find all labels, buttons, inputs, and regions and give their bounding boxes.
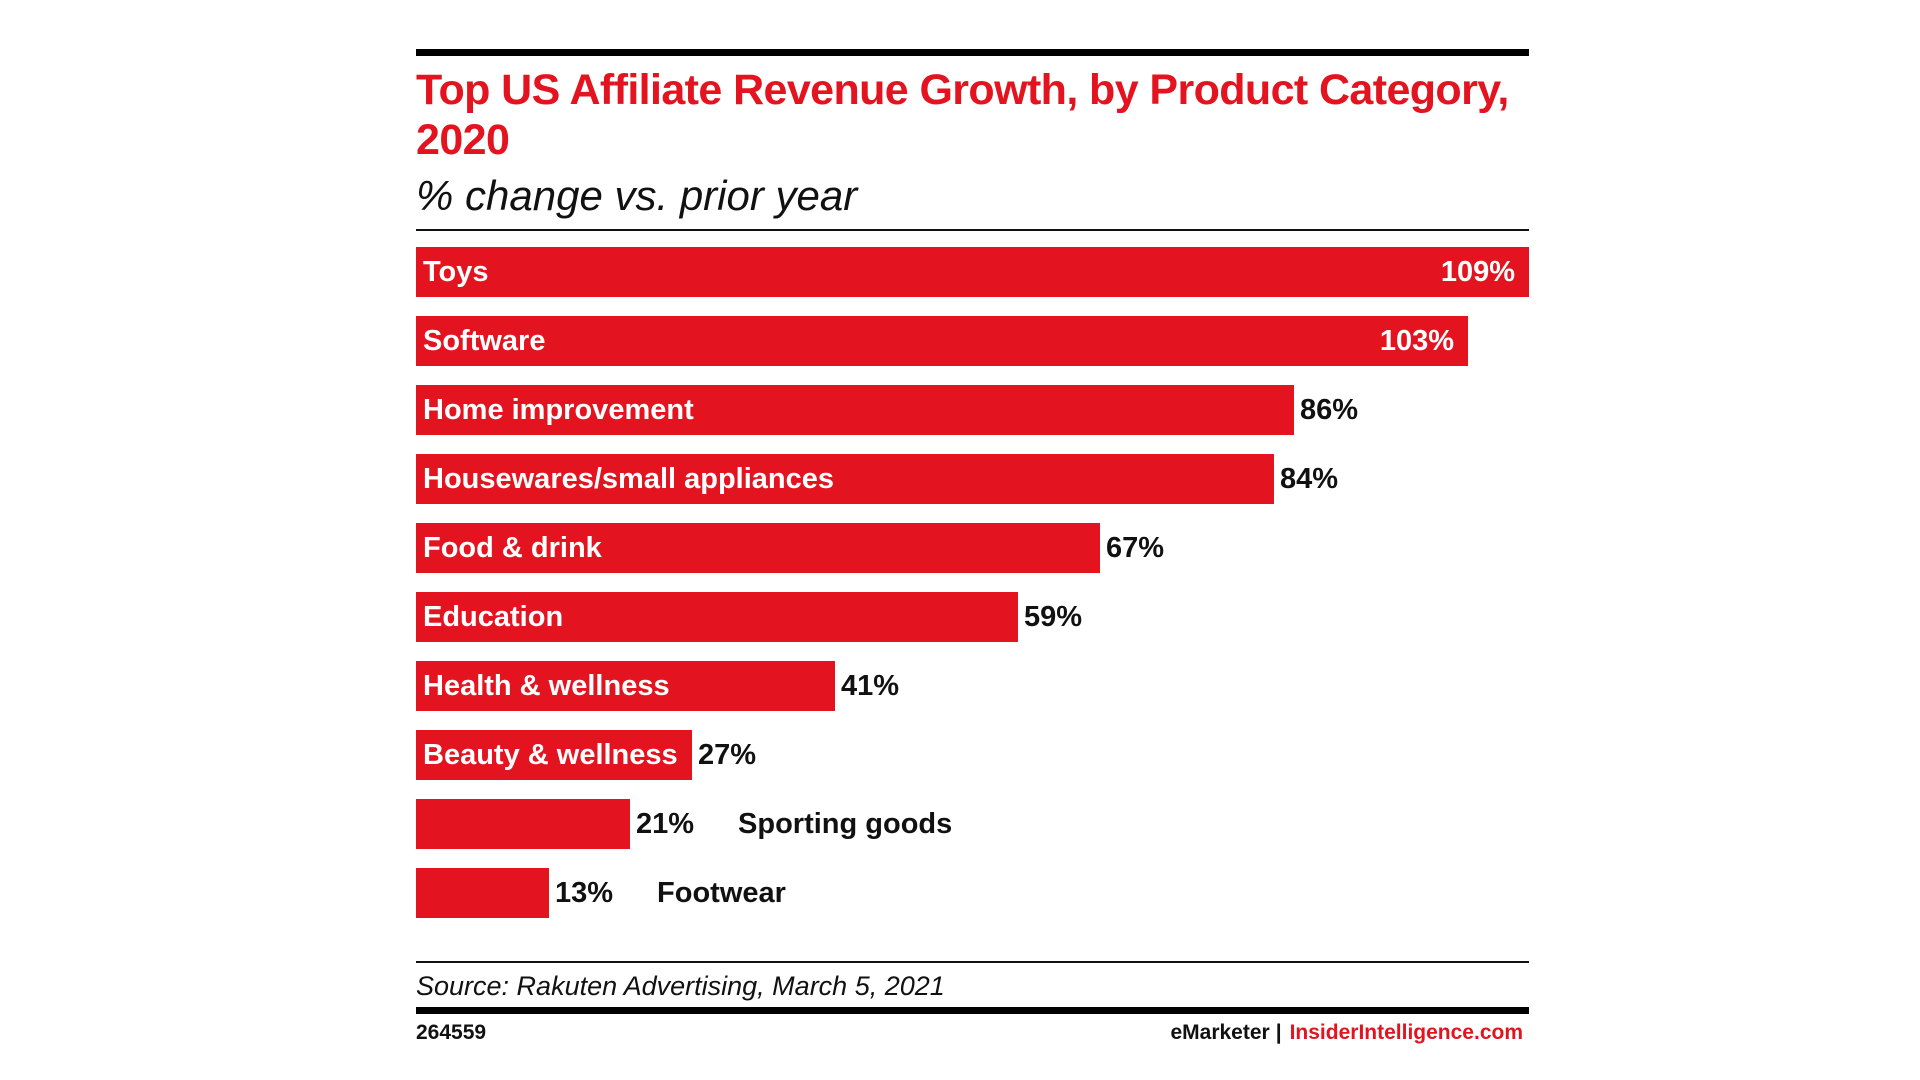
source-note: Source: Rakuten Advertising, March 5, 20… bbox=[416, 971, 945, 1001]
category-label: Beauty & wellness bbox=[423, 739, 678, 771]
value-label: 59% bbox=[1024, 601, 1083, 633]
bar-row: Education 59% bbox=[416, 592, 1529, 642]
bar-row: Housewares/small appliances 84% bbox=[416, 454, 1529, 504]
bar bbox=[416, 385, 1294, 435]
bar-row: 13% Footwear bbox=[416, 868, 1529, 918]
value-label: 86% bbox=[1300, 394, 1359, 426]
bar bbox=[416, 661, 835, 711]
category-label: Software bbox=[423, 325, 546, 357]
value-label: 84% bbox=[1280, 463, 1339, 495]
chart-title: Top US Affiliate Revenue Growth, by Prod… bbox=[416, 66, 1509, 164]
bar bbox=[416, 799, 630, 849]
chart-card: Top US Affiliate Revenue Growth, by Prod… bbox=[416, 49, 1529, 1049]
brand-credit: eMarketer | InsiderIntelligence.com bbox=[1170, 1018, 1523, 1048]
footer-divider bbox=[416, 961, 1529, 963]
category-label: Health & wellness bbox=[423, 670, 670, 702]
category-label: Toys bbox=[423, 256, 489, 288]
value-label: 67% bbox=[1106, 532, 1165, 564]
bar-row: Toys 109% bbox=[416, 247, 1529, 297]
bar-row: Beauty & wellness 27% bbox=[416, 730, 1529, 780]
bar-row: Food & drink 67% bbox=[416, 523, 1529, 573]
chart-subtitle: % change vs. prior year bbox=[416, 172, 858, 219]
top-rule bbox=[416, 49, 1529, 56]
bar bbox=[416, 730, 692, 780]
bar bbox=[416, 523, 1100, 573]
value-label: 27% bbox=[698, 739, 757, 771]
category-label: Home improvement bbox=[423, 394, 694, 426]
insider-intelligence-link[interactable]: InsiderIntelligence.com bbox=[1289, 1021, 1523, 1044]
value-label: 103% bbox=[1379, 325, 1454, 357]
value-label: 41% bbox=[841, 670, 900, 702]
chart-id: 264559 bbox=[416, 1021, 487, 1044]
bar bbox=[416, 592, 1018, 642]
bottom-rule bbox=[416, 1007, 1529, 1014]
bar bbox=[416, 868, 549, 918]
bar-chart: Toys 109% Software 103% Home improvement 86% H… bbox=[416, 247, 1529, 947]
category-label: Footwear bbox=[657, 877, 786, 909]
category-label: Sporting goods bbox=[738, 808, 953, 840]
value-label: 109% bbox=[1440, 256, 1515, 288]
bar bbox=[416, 247, 1529, 297]
bar bbox=[416, 454, 1274, 504]
bar-row: Health & wellness 41% bbox=[416, 661, 1529, 711]
bar-row: Software 103% bbox=[416, 316, 1529, 366]
value-label: 13% bbox=[555, 877, 614, 909]
category-label: Education bbox=[423, 601, 564, 633]
header-divider bbox=[416, 229, 1529, 231]
bar-row: 21% Sporting goods bbox=[416, 799, 1529, 849]
category-label: Food & drink bbox=[423, 532, 602, 564]
category-label: Housewares/small appliances bbox=[423, 463, 835, 495]
bar-row: Home improvement 86% bbox=[416, 385, 1529, 435]
bar bbox=[416, 316, 1468, 366]
emarketer-brand: eMarketer bbox=[1170, 1021, 1270, 1044]
brand-separator: | bbox=[1275, 1021, 1282, 1044]
value-label: 21% bbox=[636, 808, 695, 840]
